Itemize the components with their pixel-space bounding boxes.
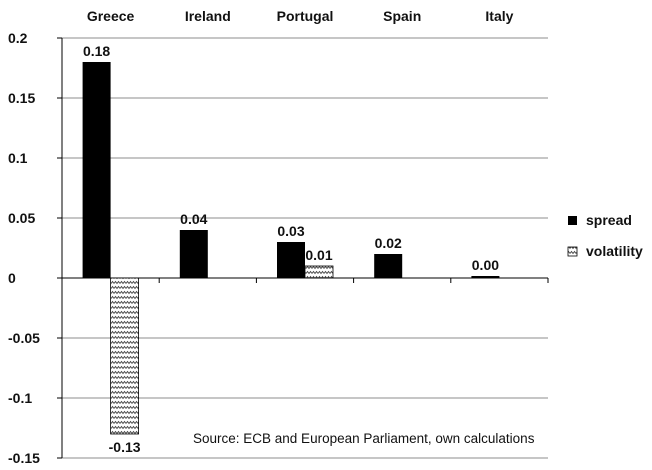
- y-tick-label: -0.05: [8, 330, 40, 346]
- category-label: Ireland: [185, 8, 231, 24]
- y-tick-label: 0: [8, 270, 16, 286]
- bar-spread: [277, 242, 305, 278]
- bar-spread: [179, 230, 208, 278]
- category-label: Portugal: [277, 8, 334, 24]
- y-tick-label: -0.15: [8, 450, 40, 466]
- category-label: Italy: [485, 8, 513, 24]
- legend: spread volatility: [567, 212, 643, 259]
- data-label-spread: 0.03: [277, 223, 304, 239]
- y-tick-label: -0.1: [8, 390, 32, 406]
- bar-spread: [471, 276, 500, 278]
- data-label-volatility: -0.13: [109, 439, 141, 455]
- bar-spread: [82, 62, 111, 278]
- category-label: Spain: [383, 8, 421, 24]
- y-tick-label: 0.05: [8, 210, 35, 226]
- y-tick-label: 0.2: [8, 30, 28, 46]
- legend-label-volatility: volatility: [586, 243, 643, 259]
- legend-label-spread: spread: [586, 212, 632, 228]
- data-label-spread: 0.00: [472, 257, 499, 273]
- bars: [82, 62, 500, 435]
- source-annotation: Source: ECB and European Parliament, own…: [193, 431, 535, 446]
- data-label-spread: 0.04: [180, 211, 207, 227]
- bar-volatility: [110, 277, 139, 435]
- bar-spread: [374, 254, 403, 278]
- data-label-spread: 0.02: [375, 235, 402, 251]
- labels: 0.2 0.15 0.1 0.05 0 -0.05 -0.1 -0.15 Greece Irela…: [8, 8, 514, 466]
- legend-swatch-volatility: [567, 246, 578, 257]
- y-tick-label: 0.1: [8, 150, 28, 166]
- gridlines: [62, 37, 548, 459]
- bar-volatility: [304, 265, 334, 279]
- data-label-volatility: 0.01: [305, 247, 332, 263]
- data-label-spread: 0.18: [83, 43, 110, 59]
- legend-swatch-spread: [568, 216, 577, 225]
- category-label: Greece: [87, 8, 135, 24]
- y-tick-label: 0.15: [8, 90, 35, 106]
